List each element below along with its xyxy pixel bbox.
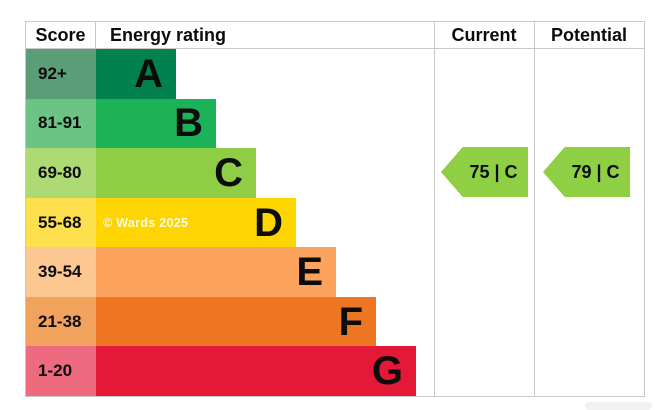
band-row-e: 39-54 E xyxy=(26,247,644,297)
rating-bands: 92+ A 81-91 B 69-80 C 55-68 D 39-54 E 21… xyxy=(26,49,644,397)
score-cell-f: 21-38 xyxy=(26,296,96,347)
band-bar-a: A xyxy=(96,49,176,99)
band-bar-f: F xyxy=(96,296,376,347)
current-column-divider xyxy=(434,22,435,396)
band-row-c: 69-80 C xyxy=(26,148,644,198)
current-column-header: Current xyxy=(451,24,517,45)
score-cell-g: 1-20 xyxy=(26,346,96,397)
band-bar-e: E xyxy=(96,247,336,297)
band-bar-d: D xyxy=(96,197,296,248)
band-bar-b: B xyxy=(96,98,216,149)
band-row-f: 21-38 F xyxy=(26,296,644,347)
energy-rating-column-header: Energy rating xyxy=(110,24,227,45)
score-cell-c: 69-80 xyxy=(26,148,96,198)
potential-rating-arrow: 79 | C xyxy=(543,147,630,197)
band-row-d: 55-68 D xyxy=(26,197,644,248)
score-cell-d: 55-68 xyxy=(26,197,96,248)
band-bar-g: G xyxy=(96,346,416,397)
copyright-watermark: © Wards 2025 xyxy=(103,216,189,230)
band-bar-c: C xyxy=(96,148,256,198)
chart-header-row: Score Energy rating Current Potential xyxy=(26,22,644,49)
score-cell-a: 92+ xyxy=(26,49,96,99)
band-row-a: 92+ A xyxy=(26,49,644,99)
score-cell-e: 39-54 xyxy=(26,247,96,297)
corner-watermark-artifact xyxy=(585,402,652,410)
epc-rating-chart: Score Energy rating Current Potential 92… xyxy=(25,21,645,397)
potential-column-divider xyxy=(534,22,535,396)
band-row-b: 81-91 B xyxy=(26,98,644,149)
score-cell-b: 81-91 xyxy=(26,98,96,149)
score-column-header: Score xyxy=(26,22,96,48)
potential-column-header: Potential xyxy=(550,24,627,45)
band-row-g: 1-20 G xyxy=(26,346,644,397)
